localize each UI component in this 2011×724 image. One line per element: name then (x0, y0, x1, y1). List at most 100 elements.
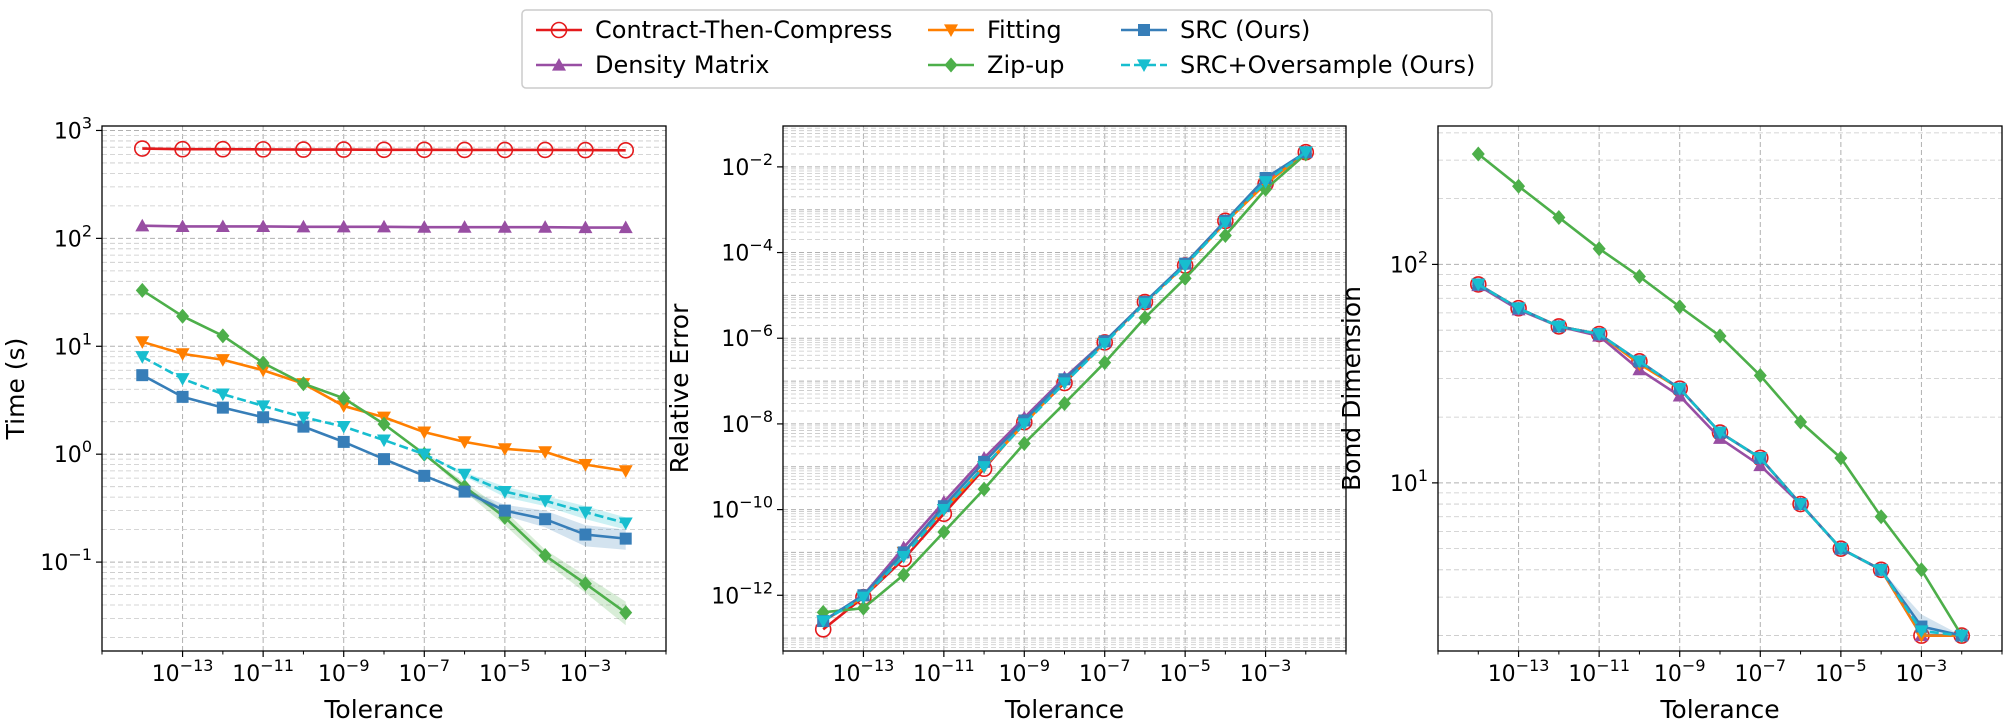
data-point (496, 141, 514, 159)
y-tick-label: 101 (1390, 466, 1428, 497)
legend: Contract-Then-Compress Density Matrix Fitt… (521, 9, 1493, 89)
data-point (578, 506, 593, 520)
data-point (215, 219, 230, 233)
data-point (1218, 228, 1232, 244)
data-point (378, 453, 390, 466)
data-point (136, 369, 149, 382)
x-tick-label: 10−5 (1815, 656, 1867, 687)
legend-item: SRC (Ours) (1121, 16, 1310, 44)
data-point (1510, 299, 1527, 317)
data-point (1551, 320, 1566, 334)
legend-label: Contract-Then-Compress (595, 16, 892, 44)
data-point (977, 481, 991, 497)
data-point (538, 446, 553, 459)
data-point (1872, 561, 1890, 579)
data-point (1833, 543, 1848, 556)
data-point (1218, 217, 1233, 230)
relative-error-plot: 10−13 10−11 10−9 10−7 10−5 10−3 10−12 10−10 10−8… (665, 125, 1347, 724)
data-point (457, 220, 472, 233)
x-tick-label: 10−7 (398, 656, 450, 687)
data-point (1914, 625, 1929, 638)
data-point (618, 465, 633, 478)
x-tick-label: 10−13 (152, 656, 214, 687)
data-point (1511, 302, 1526, 316)
data-point (538, 548, 552, 564)
data-point (216, 328, 230, 344)
x-tick-label: 10−11 (913, 656, 975, 687)
y-tick-label: 101 (54, 329, 92, 360)
y-tick-label: 10−1 (40, 545, 92, 576)
data-point (415, 141, 433, 159)
data-point (1178, 270, 1192, 286)
y-tick-label: 10−4 (721, 236, 773, 267)
x-tick-label: 10−5 (479, 656, 531, 687)
x-tick-label: 10−3 (560, 656, 612, 687)
data-point (1592, 328, 1607, 342)
series-src-oversample-ours (816, 146, 1313, 629)
data-point (1713, 328, 1727, 344)
data-point (1469, 276, 1487, 293)
data-point (1097, 337, 1112, 351)
data-point (135, 351, 150, 364)
plot-area (1469, 146, 1971, 644)
plot-area (814, 143, 1315, 638)
data-point (937, 524, 951, 540)
data-point (619, 532, 632, 545)
data-point (377, 434, 391, 448)
x-tick-label: 10−7 (1734, 656, 1786, 687)
data-point (417, 426, 432, 440)
legend-marker (1138, 24, 1150, 36)
data-point (1632, 269, 1646, 285)
data-point (618, 517, 633, 531)
data-point (977, 461, 992, 474)
series-src-oversample-ours (1471, 278, 1969, 643)
series-src-oversample-ours (135, 351, 633, 531)
data-point (617, 141, 635, 159)
data-point (619, 605, 633, 621)
data-point (215, 388, 230, 402)
data-point (1178, 259, 1193, 273)
time-plot: 10−13 10−11 10−9 10−7 10−5 10−3 10−1 100 101 102 1… (1, 113, 667, 724)
data-point (578, 220, 593, 234)
data-point (174, 140, 191, 158)
x-tick-label: 10−11 (1568, 656, 1630, 687)
y-tick-label: 10−6 (721, 321, 773, 352)
x-tick-label: 10−3 (1240, 656, 1292, 687)
data-point (256, 219, 271, 233)
data-point (1017, 418, 1032, 431)
data-point (1713, 426, 1727, 440)
data-point (1471, 278, 1486, 292)
data-point (1753, 452, 1768, 465)
data-point (215, 354, 230, 367)
data-point (1058, 395, 1071, 411)
series-zip-up (1471, 146, 1969, 644)
data-point (1057, 377, 1072, 391)
data-point (1592, 241, 1606, 257)
data-point (538, 220, 553, 233)
data-point (1793, 498, 1808, 512)
data-point (418, 469, 431, 482)
data-point (1471, 146, 1485, 162)
data-point (579, 528, 592, 541)
data-point (296, 411, 311, 425)
data-point (1914, 562, 1928, 578)
data-point (538, 495, 553, 508)
data-point (1954, 629, 1969, 643)
data-point (336, 400, 351, 413)
data-point (456, 141, 473, 159)
data-point (175, 219, 190, 233)
data-point (336, 219, 351, 233)
data-point (377, 416, 391, 432)
legend-label: Density Matrix (595, 51, 769, 79)
data-point (497, 220, 512, 233)
data-point (896, 550, 911, 564)
data-point (458, 485, 471, 498)
series-density-matrix (135, 218, 633, 234)
x-tick-label: 10−13 (833, 656, 895, 687)
grid (1438, 126, 2002, 651)
data-point (1259, 181, 1273, 197)
data-point (337, 390, 351, 406)
data-point (1258, 176, 1273, 189)
data-point (539, 513, 552, 526)
